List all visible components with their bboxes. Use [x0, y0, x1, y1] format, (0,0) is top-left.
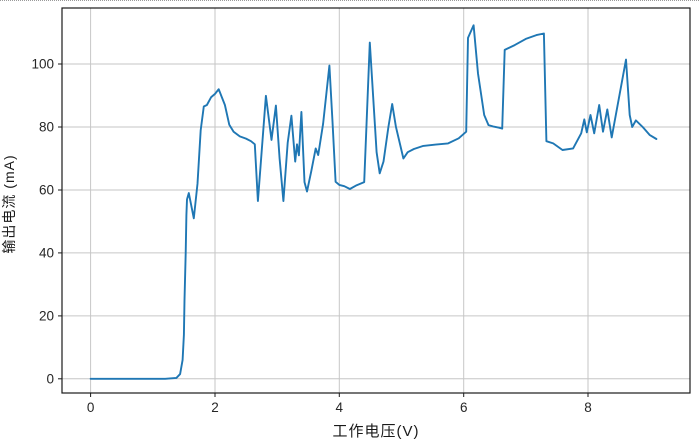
y-tick-label: 80: [39, 120, 54, 135]
x-tick-label: 0: [87, 400, 95, 415]
x-tick-label: 8: [584, 400, 592, 415]
y-tick-label: 60: [39, 183, 54, 198]
x-tick-label: 2: [211, 400, 219, 415]
x-axis-label: 工作电压(V): [332, 423, 420, 440]
top-dotted-edge: [0, 0, 699, 1]
plot-border: [61, 7, 691, 394]
series-output-current: [89, 24, 658, 380]
y-tick-label: 100: [31, 57, 54, 72]
y-tick-label: 20: [39, 308, 54, 323]
y-axis-label: 输出电流 (mA): [1, 154, 17, 254]
y-tick-label: 0: [46, 371, 54, 386]
y-tick-label: 40: [39, 245, 54, 260]
x-tick-label: 6: [460, 400, 468, 415]
x-tick-label: 4: [336, 400, 344, 415]
